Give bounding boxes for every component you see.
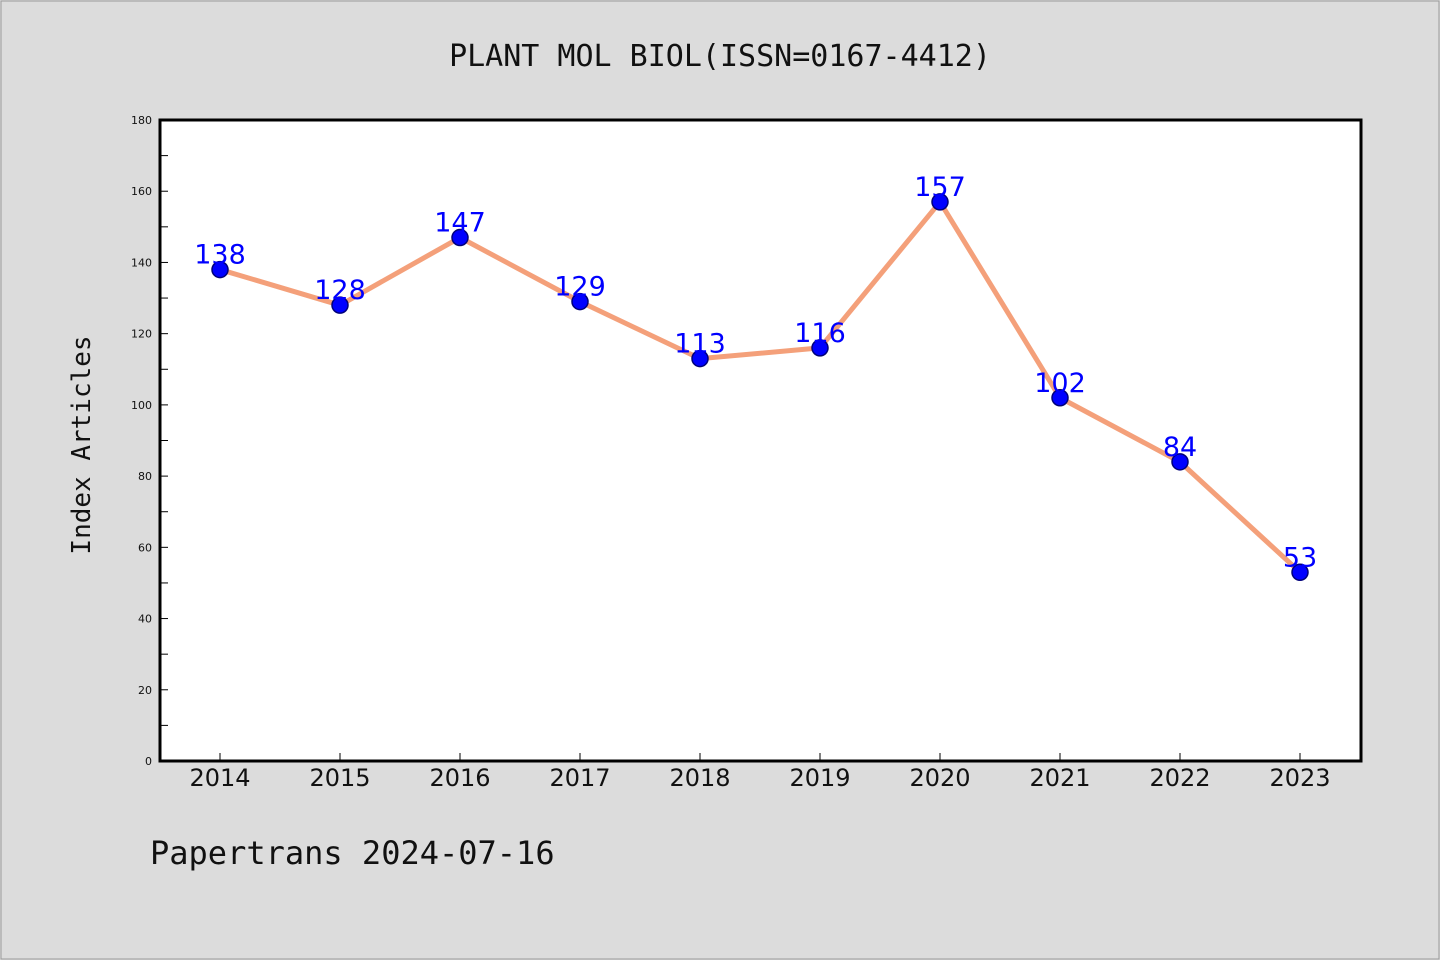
y-tick-label: 80 <box>138 470 152 483</box>
data-label-2017: 129 <box>554 272 606 303</box>
chart-title: PLANT MOL BIOL(ISSN=0167-4412) <box>449 39 991 74</box>
y-tick-label: 160 <box>131 185 152 198</box>
data-point-2021 <box>1051 389 1069 407</box>
data-point-2016 <box>451 228 469 247</box>
plot-area <box>158 118 1363 763</box>
x-tick-label: 2021 <box>1029 764 1090 792</box>
x-tick-label: 2014 <box>189 764 250 792</box>
data-point-2015 <box>331 296 349 314</box>
y-tick-label: 120 <box>131 328 152 341</box>
y-tick-label: 0 <box>145 755 152 768</box>
data-point-2017 <box>571 292 589 311</box>
x-tick-label: 2023 <box>1269 764 1330 792</box>
y-tick-label: 140 <box>131 256 152 269</box>
series-line-group <box>217 199 1303 575</box>
y-axis-label: Index Articles <box>67 335 97 554</box>
x-tick-label: 2020 <box>909 764 970 792</box>
series-line <box>217 199 1303 575</box>
y-tick-label: 40 <box>138 613 152 626</box>
data-labels-group: 138 128 147 129 113 116 157 102 84 53 <box>194 172 1317 573</box>
data-label-2018: 113 <box>674 329 726 360</box>
data-label-2019: 116 <box>794 318 846 349</box>
data-label-2023: 53 <box>1283 542 1317 573</box>
markers-group <box>211 193 1309 582</box>
y-axis: 0 20 40 60 80 100 120 140 160 180 <box>131 114 168 768</box>
x-tick-label: 2017 <box>549 764 610 792</box>
y-tick-label: 20 <box>138 684 152 697</box>
y-tick-label: 100 <box>131 399 152 412</box>
footer-text: Papertrans 2024-07-16 <box>150 834 555 872</box>
x-tick-label: 2019 <box>789 764 850 792</box>
x-tick-label: 2018 <box>669 764 730 792</box>
data-point-2014 <box>211 260 229 279</box>
data-point-2018 <box>691 349 709 368</box>
data-label-2014: 138 <box>194 240 246 271</box>
data-point-2020 <box>931 193 949 211</box>
data-label-2020: 157 <box>914 172 966 203</box>
data-point-2022 <box>1171 453 1189 471</box>
data-label-2021: 102 <box>1034 368 1086 399</box>
x-tick-label: 2015 <box>309 764 370 792</box>
x-tick-label: 2016 <box>429 764 490 792</box>
x-axis: 2014 2015 2016 2017 2018 2019 2020 2021 2022 2023 <box>189 753 1331 792</box>
data-label-2016: 147 <box>434 208 486 239</box>
data-point-2023 <box>1291 563 1309 582</box>
data-label-2015: 128 <box>314 275 366 306</box>
data-point-2019 <box>811 339 829 357</box>
data-label-2022: 84 <box>1163 432 1197 463</box>
y-tick-label: 180 <box>131 114 152 127</box>
y-tick-label: 60 <box>138 541 152 554</box>
x-tick-label: 2022 <box>1149 764 1210 792</box>
